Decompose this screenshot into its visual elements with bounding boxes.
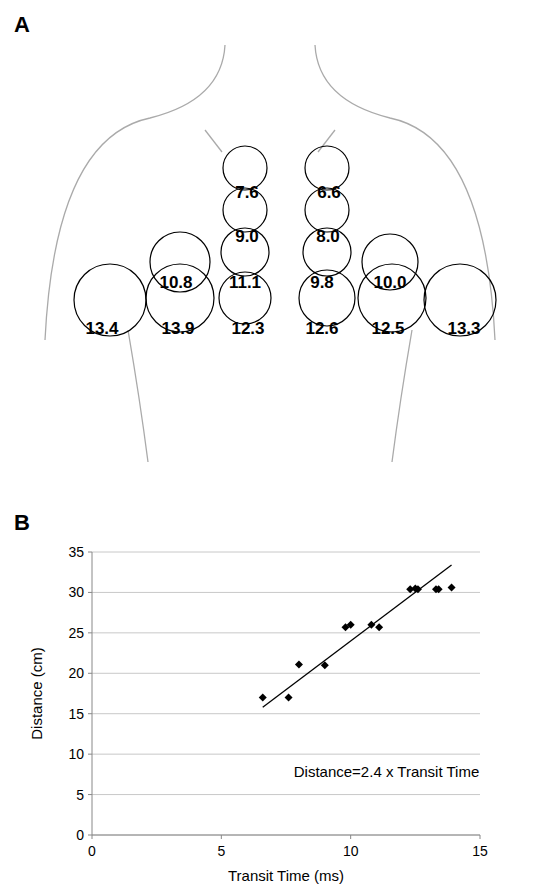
x-axis-title: Transit Time (ms) — [228, 867, 344, 884]
site-value: 8.0 — [316, 227, 340, 246]
y-tick — [88, 835, 92, 836]
annotation: Distance=2.4 x Transit Time — [294, 763, 480, 780]
electrode-site — [221, 228, 269, 276]
body-outline — [45, 45, 225, 340]
grid-line — [92, 632, 480, 633]
y-tick-label: 25 — [68, 625, 84, 641]
plot-marks — [259, 565, 456, 707]
panel-label: B — [14, 510, 30, 535]
electrode-site — [299, 270, 355, 326]
y-tick-label: 10 — [68, 746, 84, 762]
site-value: 10.8 — [159, 273, 192, 292]
y-tick — [88, 632, 92, 633]
site-value: 13.9 — [161, 319, 194, 338]
x-tick — [480, 835, 481, 839]
site-value: 13.4 — [85, 319, 119, 338]
data-point — [448, 584, 456, 592]
grid-line — [92, 673, 480, 674]
panel-label: A — [14, 12, 30, 37]
data-point — [259, 694, 267, 702]
site-value: 7.6 — [235, 183, 259, 202]
x-tick-label: 15 — [472, 843, 488, 859]
site-value: 12.5 — [371, 319, 404, 338]
grid-line — [92, 552, 480, 553]
scatter-chart: 0 5 10 15 20 25 30 35 0 5 10 15 Transit Time (ms) Dis… — [28, 544, 488, 884]
data-point — [375, 623, 383, 631]
body-outline — [205, 130, 222, 152]
grid-line — [92, 754, 480, 755]
torso-diagram: 7.6 6.6 9.0 8.0 10.8 11.1 9.8 10.0 13.4 13.9 12.3 1… — [45, 45, 496, 462]
site-value: 10.0 — [373, 273, 406, 292]
grid-line — [92, 794, 480, 795]
y-tick-label: 35 — [68, 544, 84, 560]
y-tick — [88, 592, 92, 593]
y-tick — [88, 673, 92, 674]
site-value: 12.3 — [231, 319, 264, 338]
site-value: 9.8 — [310, 273, 334, 292]
y-axis-title: Distance (cm) — [28, 647, 45, 740]
electrode-site — [219, 272, 271, 324]
trend-line — [263, 565, 452, 707]
data-point — [435, 585, 443, 593]
x-tick — [92, 835, 93, 839]
y-tick-label: 30 — [68, 584, 84, 600]
x-axis — [92, 835, 480, 836]
grid-line — [92, 835, 480, 836]
data-point — [347, 621, 355, 629]
y-tick-label: 15 — [68, 706, 84, 722]
grid-line — [92, 713, 480, 714]
data-point — [285, 694, 293, 702]
x-tick-label: 0 — [88, 843, 96, 859]
site-value: 9.0 — [235, 227, 259, 246]
site-value: 11.1 — [229, 273, 261, 292]
site-value: 12.6 — [305, 319, 338, 338]
y-tick — [88, 552, 92, 553]
electrode-site — [303, 228, 351, 276]
electrode-site — [150, 232, 210, 292]
data-point — [295, 660, 303, 668]
body-outline — [315, 45, 495, 340]
body-outline — [128, 330, 148, 462]
x-tick — [221, 835, 222, 839]
grid-line — [92, 592, 480, 593]
y-tick-label: 20 — [68, 665, 84, 681]
body-outline — [392, 330, 412, 462]
y-tick — [88, 794, 92, 795]
y-tick-label: 0 — [76, 827, 84, 843]
site-value: 13.3 — [447, 319, 480, 338]
site-value: 6.6 — [317, 183, 341, 202]
body-outline — [318, 130, 335, 152]
y-axis — [92, 552, 93, 835]
figure: A B 7.6 6.6 9.0 8.0 10.8 11.1 9.8 10.0 13.4 13.9 12.… — [0, 0, 540, 891]
y-tick — [88, 754, 92, 755]
x-tick-label: 10 — [343, 843, 359, 859]
y-tick — [88, 713, 92, 714]
x-tick — [350, 835, 351, 839]
y-tick-label: 5 — [76, 787, 84, 803]
x-tick-label: 5 — [217, 843, 225, 859]
